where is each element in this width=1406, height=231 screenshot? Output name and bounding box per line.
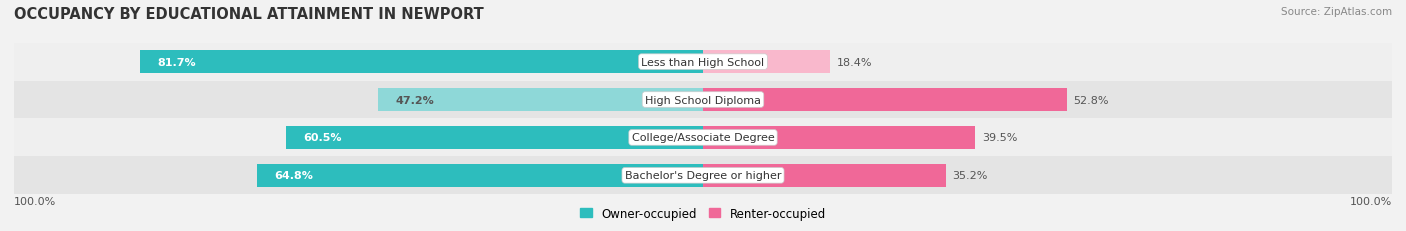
- Text: 64.8%: 64.8%: [274, 171, 312, 181]
- Bar: [14, 81, 1392, 119]
- Text: High School Diploma: High School Diploma: [645, 95, 761, 105]
- Text: Bachelor's Degree or higher: Bachelor's Degree or higher: [624, 171, 782, 181]
- Text: 60.5%: 60.5%: [304, 133, 342, 143]
- Bar: [14, 43, 1392, 81]
- Bar: [703, 164, 945, 187]
- Bar: [287, 127, 703, 149]
- Text: 100.0%: 100.0%: [1350, 196, 1392, 206]
- Text: 100.0%: 100.0%: [14, 196, 56, 206]
- Bar: [703, 51, 830, 74]
- Bar: [256, 164, 703, 187]
- Text: College/Associate Degree: College/Associate Degree: [631, 133, 775, 143]
- Legend: Owner-occupied, Renter-occupied: Owner-occupied, Renter-occupied: [575, 202, 831, 225]
- Text: 52.8%: 52.8%: [1074, 95, 1109, 105]
- Text: 39.5%: 39.5%: [981, 133, 1018, 143]
- Bar: [14, 157, 1392, 195]
- Text: Less than High School: Less than High School: [641, 57, 765, 67]
- Bar: [703, 89, 1067, 111]
- Bar: [378, 89, 703, 111]
- Text: 47.2%: 47.2%: [395, 95, 434, 105]
- Text: 81.7%: 81.7%: [157, 57, 195, 67]
- Text: Source: ZipAtlas.com: Source: ZipAtlas.com: [1281, 7, 1392, 17]
- Bar: [703, 127, 976, 149]
- Bar: [141, 51, 703, 74]
- Text: 18.4%: 18.4%: [837, 57, 872, 67]
- Text: OCCUPANCY BY EDUCATIONAL ATTAINMENT IN NEWPORT: OCCUPANCY BY EDUCATIONAL ATTAINMENT IN N…: [14, 7, 484, 22]
- Bar: [14, 119, 1392, 157]
- Text: 35.2%: 35.2%: [952, 171, 988, 181]
